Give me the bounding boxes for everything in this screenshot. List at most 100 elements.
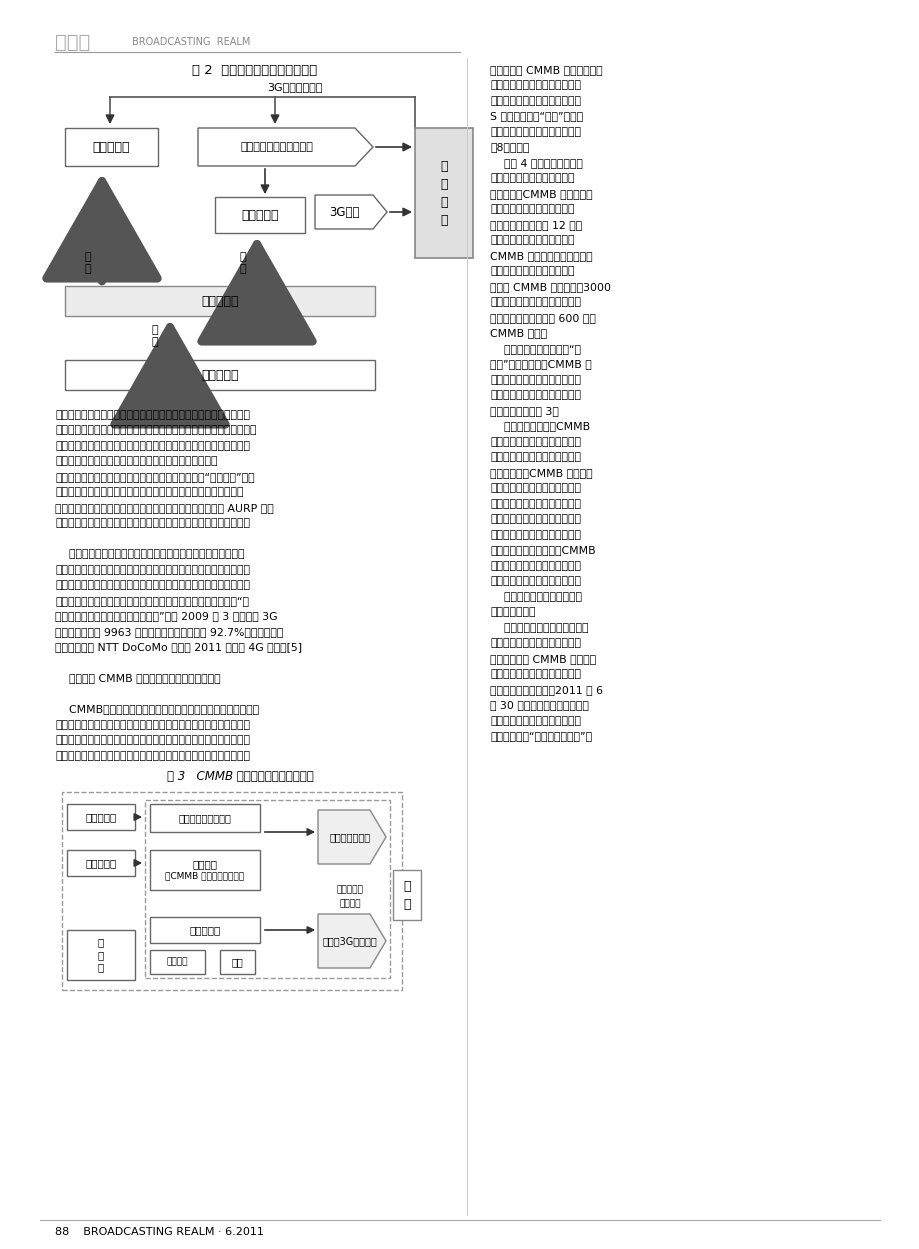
Text: 内容质量，其间穿插广告，从而: 内容质量，其间穿插广告，从而 [490, 500, 581, 510]
Polygon shape [314, 195, 387, 229]
Text: 而对电信运营商而言，则可以通过合作解决频率资源紧张和视听照照: 而对电信运营商而言，则可以通过合作解决频率资源紧张和视听照照 [55, 441, 250, 451]
Bar [150, 917, 260, 943]
Text: 机广告＋手机引擎＝免费型盈利模式”。到 2009 年 3 月，日本 3G: 机广告＋手机引擎＝免费型盈利模式”。到 2009 年 3 月，日本 3G [55, 612, 278, 622]
Text: 立起手机广播运营模式一个完整: 立起手机广播运营模式一个完整 [490, 391, 581, 401]
Text: 媒体时代两者新的目标与追求。: 媒体时代两者新的目标与追求。 [490, 577, 581, 587]
Text: 机广播电视最发达的国家之一，它的盈利全部依赖广告。用户收看手: 机广播电视最发达的国家之一，它的盈利全部依赖广告。用户收看手 [55, 565, 250, 575]
Text: 手机广播运营模式，将是两大行: 手机广播运营模式，将是两大行 [490, 669, 581, 679]
Text: 题，通过与电信运营商进行网间结算即可获得收入，同时，通过节目: 题，通过与电信运营商进行网间结算即可获得收入，同时，通过节目 [55, 410, 250, 420]
Text: 列电信增值服务、广播电视节目: 列电信增值服务、广播电视节目 [490, 530, 581, 540]
Text: 发射，成本低，业务质量和接收效果都非常好，适合传输长时间的实: 发射，成本低，业务质量和接收效果都非常好，适合传输长时间的实 [55, 751, 250, 761]
Text: 广告商则可以在节目内容、节目搜索及游戏等互动服务中插播广告。: 广告商则可以在节目内容、节目搜索及游戏等互动服务中插播广告。 [55, 518, 250, 528]
Bar [150, 851, 260, 891]
Text: 作型”运营模式中，CMMB 无: 作型”运营模式中，CMMB 无 [490, 360, 591, 370]
Text: 广播网络: 广播网络 [192, 859, 217, 869]
Text: 年会上，工信部通信科技委副: 年会上，工信部通信科技委副 [490, 174, 573, 184]
Text: 移动通讯公司 NTT DoCoMo 计划在 2011 年启动 4G 业务。[5]: 移动通讯公司 NTT DoCoMo 计划在 2011 年启动 4G 业务。[5] [55, 642, 301, 652]
Text: 时节目，如 CMMB 用于世界杯、: 时节目，如 CMMB 用于世界杯、 [490, 65, 602, 75]
Bar [215, 197, 305, 234]
Text: 用
户: 用 户 [403, 879, 410, 911]
Text: 这种模式已经在日本得到了良好的发展。日本是目前世界上手: 这种模式已经在日本得到了良好的发展。日本是目前世界上手 [55, 550, 244, 560]
Text: 套餐进行捏绑销售，提高移动数据业务的使用率，有效提升 AURP 值。: 套餐进行捏绑销售，提高移动数据业务的使用率，有效提升 AURP 值。 [55, 503, 274, 513]
Text: CMMB 终端。: CMMB 终端。 [490, 328, 547, 338]
Text: 免通话费: 免通话费 [339, 899, 360, 908]
Text: 3G网络（回传）: 3G网络（回传） [267, 82, 323, 92]
Text: 全免费才是正途。在免费的环境: 全免费才是正途。在免费的环境 [490, 437, 581, 447]
Bar [67, 851, 135, 876]
Text: 广电运营商: 广电运营商 [92, 140, 130, 154]
Text: 内容提供商: 内容提供商 [201, 368, 239, 381]
Text: 电信运营商: 电信运营商 [241, 209, 278, 221]
Text: 内
容: 内 容 [152, 325, 158, 347]
Text: 疑是最佳技术选择。我们可以建: 疑是最佳技术选择。我们可以建 [490, 375, 581, 385]
Text: 收取广告费用。还可以结合一系: 收取广告费用。还可以结合一系 [490, 515, 581, 525]
Text: 广
告
商: 广 告 商 [97, 938, 104, 973]
Bar [414, 127, 472, 259]
Text: 内容运营商（广电）: 内容运营商（广电） [178, 813, 232, 823]
Text: 不错。它利用数字无线广播技术: 不错。它利用数字无线广播技术 [490, 96, 581, 106]
Bar [220, 950, 255, 974]
Text: 好，可将其作为三网融合成功: 好，可将其作为三网融合成功 [490, 205, 573, 215]
Text: 手
机
用
户: 手 机 用 户 [440, 160, 448, 226]
Text: 主任表示，CMMB 发展态势良: 主任表示，CMMB 发展态势良 [490, 189, 592, 199]
Text: 内容集成商: 内容集成商 [201, 295, 239, 307]
Text: 图 3   CMMB 协作型手机广播运营模式: 图 3 CMMB 协作型手机广播运营模式 [166, 769, 313, 783]
Text: 网融合试点城市开展合作，而: 网融合试点城市开展合作，而 [490, 236, 573, 246]
Bar [65, 286, 375, 316]
Polygon shape [198, 127, 372, 166]
Text: 广播网络（地面／卫星）: 广播网络（地面／卫星） [240, 142, 312, 152]
Text: 由此看来，在手机广播“协: 由此看来，在手机广播“协 [490, 343, 581, 353]
Text: 内容集成商: 内容集成商 [85, 858, 117, 868]
Bar [67, 931, 135, 980]
Text: 在三网融合的趋势下，广电、: 在三网融合的趋势下，广电、 [490, 623, 588, 633]
Text: 电信运营商: 电信运营商 [189, 926, 221, 936]
Polygon shape [318, 914, 386, 968]
Text: 技术与广电、电信融合，应是新: 技术与广电、电信融合，应是新 [490, 561, 581, 571]
Text: 而广电计划于今年采购 600 万部: 而广电计划于今年采购 600 万部 [490, 313, 596, 323]
Text: 3G网络: 3G网络 [328, 206, 358, 219]
Text: 的产业链。（如图 3）: 的产业链。（如图 3） [490, 406, 558, 416]
Text: 融合的路径所在: 融合的路径所在 [490, 607, 535, 617]
Text: 图 2  手机广播产业价值链的组成: 图 2 手机广播产业价值链的组成 [192, 64, 317, 76]
Bar [392, 871, 421, 921]
Text: 万，预计五年内用户数量过亿，: 万，预计五年内用户数量过亿， [490, 297, 581, 307]
Bar [150, 804, 260, 832]
Text: 盖、全国漫游。网络覆盖的区域: 盖、全国漫游。网络覆盖的区域 [490, 127, 581, 137]
Text: 层面融合的一次成功探索。中: 层面融合的一次成功探索。中 [490, 266, 573, 276]
Text: 免费订阅费: 免费订阅费 [336, 886, 363, 894]
Text: 从现实情况来讲，CMMB: 从现实情况来讲，CMMB [490, 421, 589, 431]
Text: 月 30 日，中央电视台和中国移: 月 30 日，中央电视台和中国移 [490, 701, 588, 711]
Text: 布为行业标准的自主知识产权移动多媒体广播标准。从技术上分析，: 布为行业标准的自主知识产权移动多媒体广播标准。从技术上分析， [55, 719, 250, 729]
Text: 有8亿人口。: 有8亿人口。 [490, 142, 528, 152]
Text: 机电视一律免费，而且内容相当丰富，信号覆盖良好。日本的三大移: 机电视一律免费，而且内容相当丰富，信号覆盖良好。日本的三大移 [55, 581, 250, 591]
Text: 互动内容来收取业务费。CMMB: 互动内容来收取业务费。CMMB [490, 546, 595, 556]
Text: 样本。电信与广电在 12 座三: 样本。电信与广电在 12 座三 [490, 220, 582, 230]
Bar [150, 950, 205, 974]
Text: 广州亚运会、世博会上的表现都: 广州亚运会、世博会上的表现都 [490, 80, 581, 90]
Bar [67, 804, 135, 831]
Text: 88    BROADCASTING REALM · 6.2011: 88 BROADCASTING REALM · 6.2011 [55, 1227, 264, 1237]
Bar [65, 360, 375, 390]
Text: 内容提供商: 内容提供商 [85, 812, 117, 822]
Bar [62, 792, 402, 990]
Text: 今年 4 月的中国通信市场: 今年 4 月的中国通信市场 [490, 159, 583, 169]
Text: 所趋，建立以 CMMB 为基础的: 所趋，建立以 CMMB 为基础的 [490, 654, 596, 664]
Text: 内
容: 内 容 [85, 252, 91, 274]
Text: 下，提高用户数量之后，盈利自: 下，提高用户数量之后，盈利自 [490, 452, 581, 462]
Text: 网络收益。甚至可以参考香港电讯盈科的做法，采取“三重模式”的销: 网络收益。甚至可以参考香港电讯盈科的做法，采取“三重模式”的销 [55, 472, 255, 482]
Polygon shape [318, 811, 386, 864]
Text: 于自己的频道，来提高丰富度和: 于自己的频道，来提高丰富度和 [490, 483, 581, 493]
Text: 基站: 基站 [231, 957, 243, 967]
Text: 售方式，将手机广播结合通讯费、上网流量、手机搜索等增值业务: 售方式，将手机广播结合通讯费、上网流量、手机搜索等增值业务 [55, 487, 244, 497]
Text: （二）以 CMMB 为协作型运营模式的技术支持: （二）以 CMMB 为协作型运营模式的技术支持 [55, 673, 221, 683]
Text: 动通信集团公司宣布设立合资公: 动通信集团公司宣布设立合资公 [490, 716, 581, 726]
Text: 内
容: 内 容 [240, 252, 246, 274]
Text: 与用户之间的信息互动，提高节目的占有率，可得到可观的广告收益。: 与用户之间的信息互动，提高节目的占有率，可得到可观的广告收益。 [55, 426, 256, 436]
Text: 然不成问题：CMMB 可以做属: 然不成问题：CMMB 可以做属 [490, 468, 592, 478]
Text: BROADCASTING  REALM: BROADCASTING REALM [131, 37, 250, 47]
Text: 视听界: 视听界 [55, 32, 90, 51]
Text: 电信网3G（上传）: 电信网3G（上传） [323, 936, 377, 945]
Text: （三）手机广播是两大行业: （三）手机广播是两大行业 [490, 592, 582, 602]
Text: 电信运营商的合作和互动是大势: 电信运营商的合作和互动是大势 [490, 638, 581, 648]
Text: 司，联手打造“中国手机电视台”，: 司，联手打造“中国手机电视台”， [490, 732, 592, 742]
